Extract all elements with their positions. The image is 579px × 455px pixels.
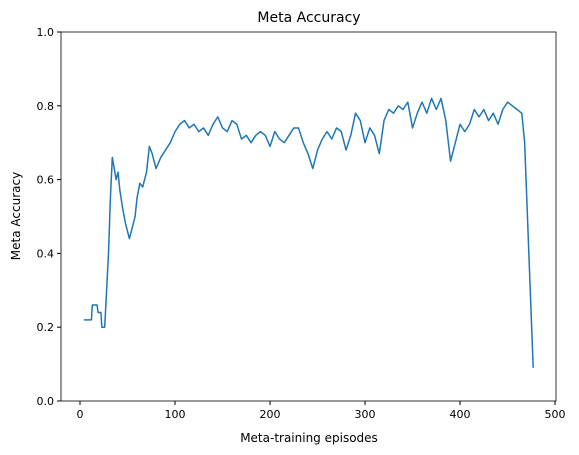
- y-tick-label: 0.6: [37, 174, 55, 187]
- y-axis-label: Meta Accuracy: [9, 172, 23, 260]
- plot-frame: [60, 31, 557, 402]
- x-tick-label: 300: [355, 408, 376, 421]
- y-tick-label: 0.4: [37, 247, 55, 260]
- chart-title: Meta Accuracy: [257, 10, 360, 26]
- y-tick-label: 1.0: [37, 26, 55, 39]
- y-tick-label: 0.0: [37, 395, 55, 408]
- x-axis-label: Meta-training episodes: [240, 431, 378, 445]
- y-tick-label: 0.2: [37, 321, 55, 334]
- x-tick-label: 100: [165, 408, 186, 421]
- y-tick-label: 0.8: [37, 100, 55, 113]
- x-tick-label: 400: [450, 408, 471, 421]
- line-series: [83, 97, 534, 368]
- x-tick-label: 0: [77, 408, 84, 421]
- x-tick-label: 200: [260, 408, 281, 421]
- x-tick-label: 500: [545, 408, 566, 421]
